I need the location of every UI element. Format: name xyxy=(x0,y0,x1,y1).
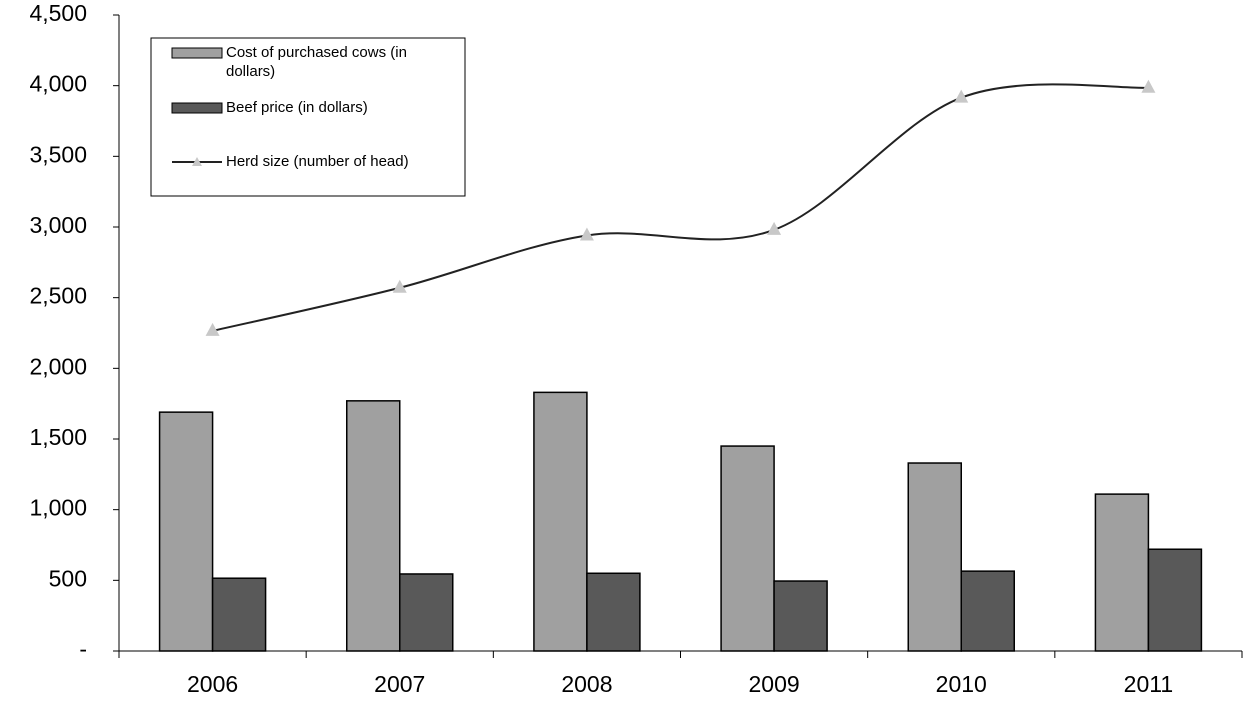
marker xyxy=(1141,79,1156,93)
legend-marker xyxy=(192,157,202,166)
line xyxy=(212,83,1149,332)
marker xyxy=(767,221,782,235)
y-tick-label: 500 xyxy=(49,565,87,591)
bar xyxy=(773,580,828,652)
marker xyxy=(205,322,220,336)
legend-label: Beef price (in dollars) xyxy=(226,99,368,116)
y-tick-label: 2,000 xyxy=(29,353,87,379)
bar xyxy=(907,462,962,652)
y-tick-label: 3,500 xyxy=(29,141,87,167)
bar xyxy=(211,577,267,652)
bar xyxy=(533,391,588,652)
legend xyxy=(150,37,466,197)
bar xyxy=(1094,493,1150,652)
x-tick-label: 2006 xyxy=(187,671,238,697)
legend-label: Cost of purchased cows (in dollars) xyxy=(226,44,407,80)
bar xyxy=(720,445,775,652)
bar xyxy=(399,573,454,652)
y-tick-label: - xyxy=(79,636,87,662)
x-tick-label: 2009 xyxy=(748,671,799,697)
legend-swatch xyxy=(171,102,223,114)
y-tick-label: 3,000 xyxy=(29,212,87,238)
y-tick-label: 1,500 xyxy=(29,424,87,450)
marker xyxy=(392,279,407,293)
x-tick-label: 2008 xyxy=(561,671,612,697)
bar xyxy=(960,570,1015,652)
bar xyxy=(586,572,641,652)
x-tick-label: 2007 xyxy=(374,671,425,697)
y-tick-label: 4,500 xyxy=(29,0,87,26)
legend-swatch xyxy=(171,47,223,59)
marker xyxy=(954,89,969,103)
x-tick-label: 2010 xyxy=(936,671,987,697)
marker xyxy=(579,227,594,241)
bar xyxy=(1147,548,1203,652)
y-tick-label: 1,000 xyxy=(29,495,87,521)
y-tick-label: 4,000 xyxy=(29,71,87,97)
legend-label: Herd size (number of head) xyxy=(226,153,409,170)
bar xyxy=(158,411,214,652)
y-tick-label: 2,500 xyxy=(29,283,87,309)
bar xyxy=(346,400,401,652)
x-tick-label: 2011 xyxy=(1124,671,1173,697)
